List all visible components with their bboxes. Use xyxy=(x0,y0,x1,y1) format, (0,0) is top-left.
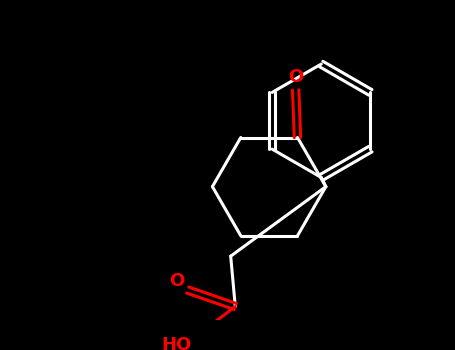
Text: O: O xyxy=(288,68,303,86)
Text: O: O xyxy=(169,272,184,290)
Text: HO: HO xyxy=(162,336,192,350)
